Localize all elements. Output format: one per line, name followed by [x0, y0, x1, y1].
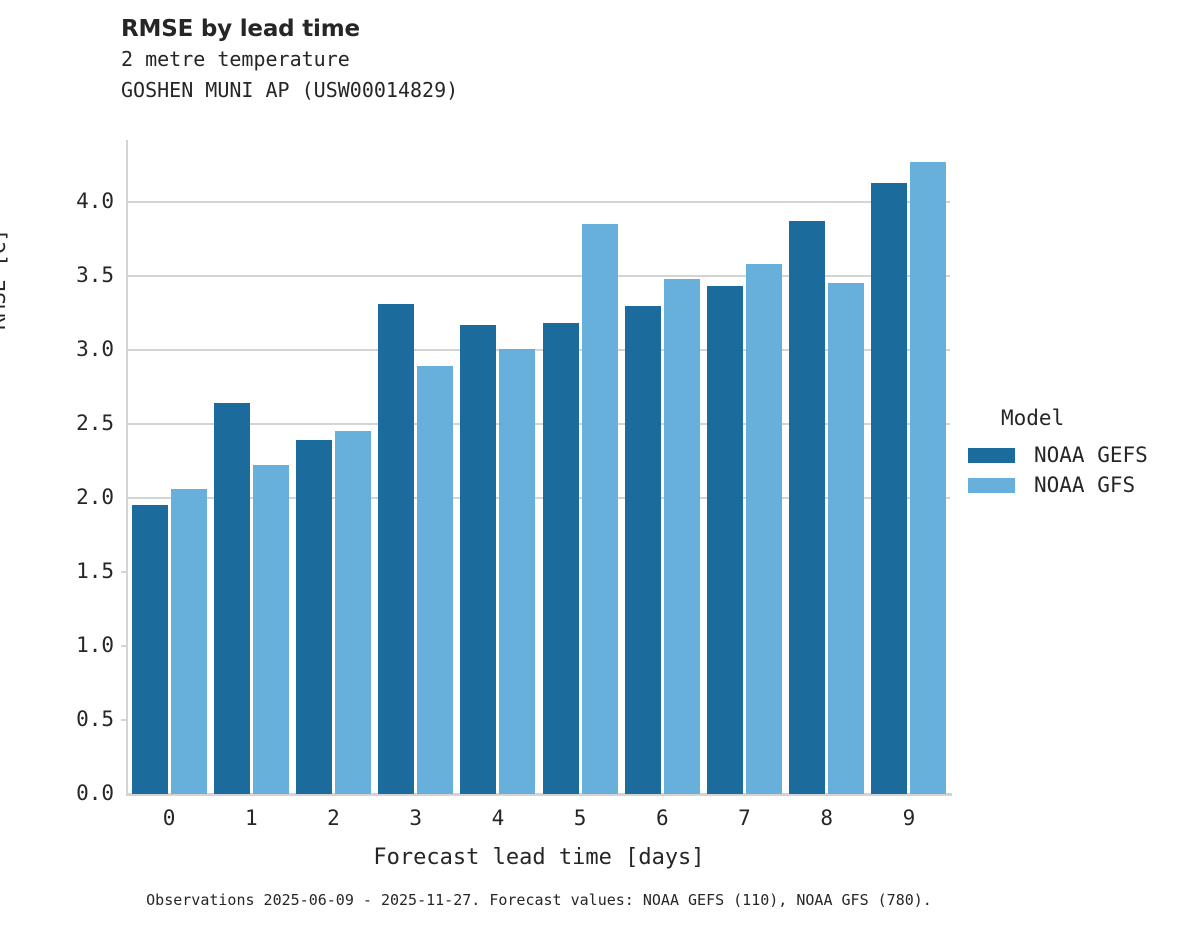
- x-axis-tick-label: 6: [655, 806, 669, 830]
- footer-note: Observations 2025-06-09 - 2025-11-27. Fo…: [146, 891, 932, 909]
- bar[interactable]: [581, 224, 618, 794]
- x-axis-tick-label: 7: [738, 806, 751, 830]
- legend-entries: NOAA GEFS NOAA GFS: [968, 440, 1183, 500]
- bar[interactable]: [910, 162, 947, 794]
- x-axis-tick-label: 8: [820, 806, 834, 830]
- x-axis-tick-label: 3: [409, 806, 423, 830]
- legend: Model NOAA GEFS NOAA GFS: [968, 406, 1183, 500]
- y-axis-tick-label: 3.5: [76, 263, 114, 287]
- y-axis-tick-mark: [121, 571, 127, 573]
- bar[interactable]: [663, 278, 700, 794]
- bar[interactable]: [131, 505, 168, 794]
- plot-area: [121, 140, 950, 794]
- y-axis-tick-label: 1.0: [76, 633, 114, 657]
- y-axis-tick-label: 4.0: [76, 189, 114, 213]
- x-axis-tick-label: 0: [162, 806, 176, 830]
- gridline: [128, 349, 950, 351]
- chart-header: RMSE by lead time 2 metre temperature GO…: [121, 14, 1021, 106]
- bar[interactable]: [296, 440, 332, 794]
- bar[interactable]: [828, 283, 865, 794]
- y-axis-tick-label: 0.5: [76, 707, 114, 731]
- y-axis-tick-label: 3.0: [76, 337, 114, 361]
- bar[interactable]: [213, 403, 250, 794]
- legend-item-label: NOAA GFS: [1034, 473, 1136, 497]
- bar-group: [542, 140, 618, 794]
- bar[interactable]: [460, 324, 497, 794]
- bar[interactable]: [417, 366, 454, 794]
- page-title: RMSE by lead time: [121, 16, 360, 42]
- y-axis-tick-label: 2.5: [76, 411, 114, 435]
- x-axis-tick-label: 2: [327, 806, 340, 830]
- x-axis-title: Forecast lead time [days]: [373, 845, 705, 870]
- bar[interactable]: [499, 348, 536, 794]
- chart-station: GOSHEN MUNI AP (USW00014829): [121, 78, 459, 102]
- bar[interactable]: [789, 221, 826, 794]
- legend-color-swatch: [968, 447, 1015, 463]
- bar-group: [296, 140, 371, 794]
- legend-title: Model: [1001, 406, 1065, 430]
- bar[interactable]: [378, 304, 415, 794]
- gridline: [128, 423, 950, 425]
- gridline: [128, 497, 950, 499]
- x-axis-tick-label: 4: [491, 806, 505, 830]
- y-axis-tick-label: 1.5: [76, 559, 114, 583]
- y-axis-spine: [126, 140, 128, 796]
- y-axis-title: RMSE [C]: [0, 228, 10, 330]
- legend-item-label: NOAA GEFS: [1034, 443, 1148, 467]
- bar[interactable]: [170, 489, 207, 794]
- bar[interactable]: [707, 286, 743, 794]
- y-axis-tick-mark: [121, 719, 127, 721]
- bar-group: [707, 140, 782, 794]
- y-axis-tick-label: 2.0: [76, 485, 114, 509]
- bar-group: [789, 140, 865, 794]
- bar-group: [460, 140, 536, 794]
- y-axis-tick-mark: [121, 645, 127, 647]
- bar[interactable]: [252, 465, 289, 794]
- chart-subtitle: 2 metre temperature: [121, 47, 350, 71]
- legend-item-noaa-gfs[interactable]: NOAA GFS: [968, 470, 1183, 500]
- y-axis-tick-label: 0.0: [76, 781, 114, 805]
- bar[interactable]: [871, 182, 908, 794]
- bar[interactable]: [746, 264, 782, 794]
- bar-group: [624, 140, 700, 794]
- bar-group: [213, 140, 289, 794]
- gridline: [128, 275, 950, 277]
- bar-group: [131, 140, 207, 794]
- bar-group: [871, 140, 947, 794]
- bar[interactable]: [335, 431, 371, 794]
- x-axis-tick-label: 9: [902, 806, 916, 830]
- x-axis-spine: [126, 793, 952, 796]
- gridline: [128, 201, 950, 203]
- x-axis-tick-label: 5: [573, 806, 587, 830]
- bar-group: [378, 140, 454, 794]
- bar[interactable]: [624, 305, 661, 794]
- bar[interactable]: [542, 323, 579, 794]
- legend-color-swatch: [968, 477, 1015, 493]
- x-axis-tick-label: 1: [244, 806, 258, 830]
- legend-item-noaa-gefs[interactable]: NOAA GEFS: [968, 440, 1183, 470]
